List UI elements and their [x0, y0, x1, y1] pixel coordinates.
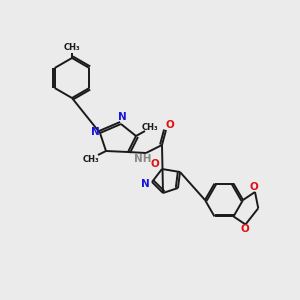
Text: N: N: [118, 112, 126, 122]
Text: CH₃: CH₃: [64, 44, 80, 52]
Text: O: O: [166, 120, 174, 130]
Text: CH₃: CH₃: [142, 122, 158, 131]
Text: N: N: [141, 179, 149, 189]
Text: O: O: [240, 224, 249, 235]
Text: O: O: [151, 159, 159, 169]
Text: N: N: [91, 127, 99, 137]
Text: CH₃: CH₃: [83, 154, 99, 164]
Text: NH: NH: [134, 154, 152, 164]
Text: O: O: [250, 182, 258, 192]
